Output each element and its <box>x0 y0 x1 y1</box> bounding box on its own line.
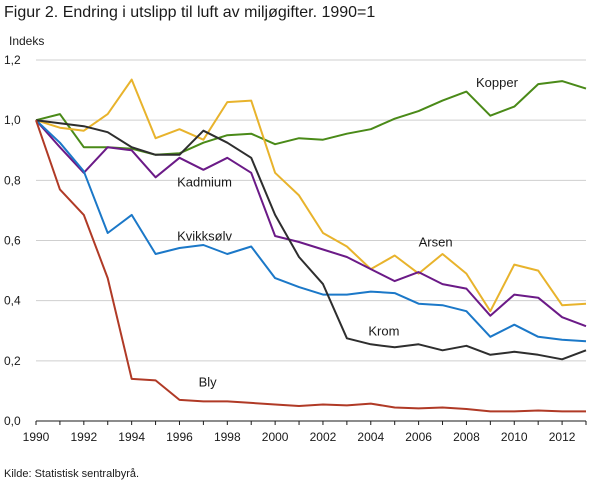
series-label-kopper: Kopper <box>476 75 519 90</box>
x-tick-label: 1992 <box>70 430 97 444</box>
x-tick-label: 1994 <box>118 430 145 444</box>
series-line-kopper <box>35 80 587 156</box>
series-line-bly <box>35 119 586 413</box>
series-label-bly: Bly <box>199 374 218 389</box>
y-tick-label: 0,2 <box>4 354 21 368</box>
series-label-arsen: Arsen <box>419 235 453 250</box>
x-tick-label: 2004 <box>357 430 384 444</box>
x-tick-label: 1990 <box>23 430 50 444</box>
y-tick-label: 0,0 <box>4 414 21 428</box>
axes: 0,0 0,2 0,4 0,6 0,8 1,0 1,2 Indeks 1990 1992 1994 1… <box>4 34 587 444</box>
x-tick-label: 1998 <box>214 430 241 444</box>
x-tick-label: 2010 <box>501 430 528 444</box>
y-tick-label: 0,8 <box>4 173 21 187</box>
x-tick-label: 2006 <box>405 430 432 444</box>
x-tick-label: 2012 <box>549 430 576 444</box>
series-label-krom: Krom <box>368 323 399 338</box>
series-label-kvikksolv: Kvikksølv <box>177 229 232 244</box>
y-tick-label: 0,4 <box>4 294 21 308</box>
x-tick-label: 2008 <box>453 430 480 444</box>
grid-lines <box>36 59 586 362</box>
chart-title: Figur 2. Endring i utslipp til luft av m… <box>4 4 376 21</box>
x-tick-label: 2002 <box>310 430 337 444</box>
series-line-krom <box>35 119 587 361</box>
series-line-kvikksolv <box>35 119 587 343</box>
y-tick-label: 1,0 <box>4 113 21 127</box>
y-axis-label: Indeks <box>9 34 44 48</box>
source-note: Kilde: Statistisk sentralbyrå. <box>4 468 140 480</box>
series-label-kadmium: Kadmium <box>177 174 232 189</box>
series-labels: Kopper Arsen Kadmium Kvikksølv Krom Bly <box>177 75 519 389</box>
series-line-kadmium <box>35 119 587 328</box>
x-tick-label: 1996 <box>166 430 193 444</box>
x-tick-label: 2000 <box>262 430 289 444</box>
series-lines <box>35 78 587 413</box>
y-tick-label: 1,2 <box>4 53 21 67</box>
y-tick-label: 0,6 <box>4 234 21 248</box>
series-line-arsen <box>35 78 587 313</box>
